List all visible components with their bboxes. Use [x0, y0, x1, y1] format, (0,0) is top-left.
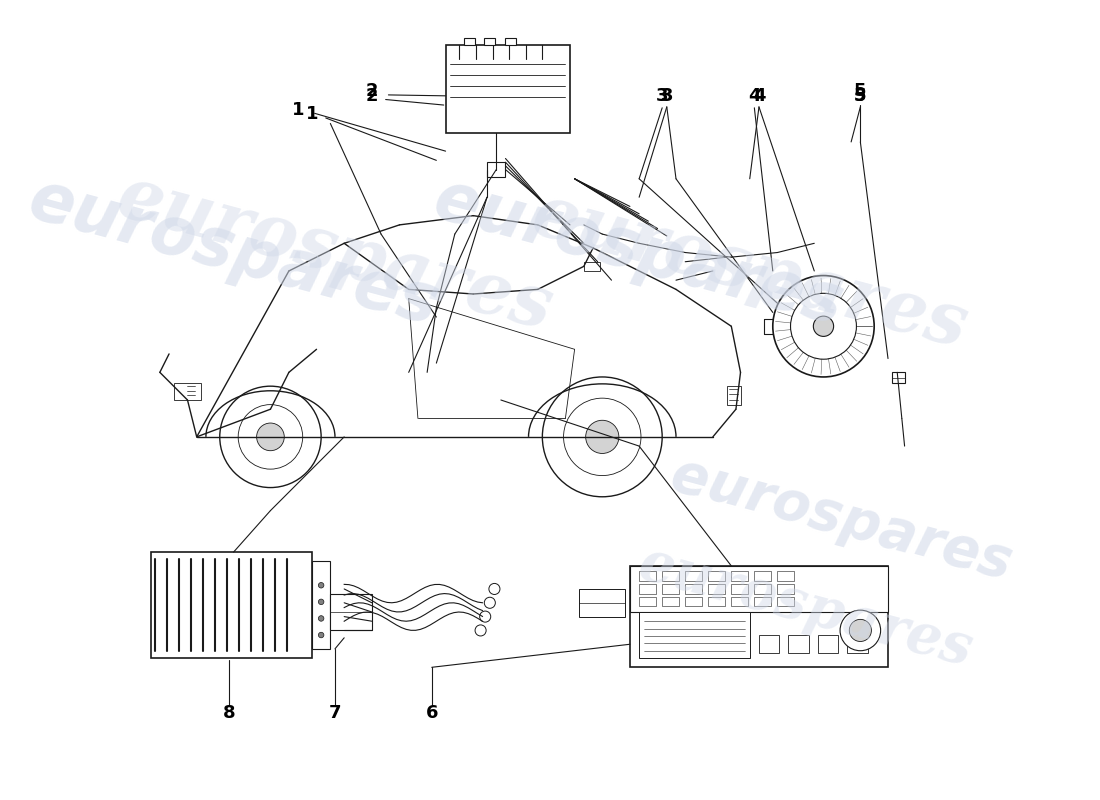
FancyBboxPatch shape: [732, 584, 748, 594]
FancyBboxPatch shape: [151, 552, 312, 658]
FancyBboxPatch shape: [708, 598, 725, 606]
FancyBboxPatch shape: [639, 571, 656, 581]
Circle shape: [318, 632, 323, 638]
FancyBboxPatch shape: [312, 562, 330, 649]
FancyBboxPatch shape: [639, 612, 750, 658]
Bar: [505, 38, 516, 45]
FancyBboxPatch shape: [662, 598, 679, 606]
FancyBboxPatch shape: [584, 262, 601, 271]
Circle shape: [585, 420, 619, 454]
FancyBboxPatch shape: [685, 598, 702, 606]
FancyBboxPatch shape: [708, 584, 725, 594]
Circle shape: [318, 616, 323, 622]
FancyBboxPatch shape: [662, 584, 679, 594]
Text: 3: 3: [660, 87, 673, 105]
Text: 2: 2: [365, 82, 378, 100]
Text: 5: 5: [854, 82, 867, 100]
Text: 7: 7: [329, 704, 341, 722]
Circle shape: [475, 625, 486, 636]
Circle shape: [791, 294, 857, 359]
Circle shape: [256, 423, 284, 450]
FancyBboxPatch shape: [630, 566, 888, 667]
Bar: [464, 38, 475, 45]
FancyBboxPatch shape: [446, 45, 570, 133]
FancyBboxPatch shape: [732, 571, 748, 581]
Text: 5: 5: [854, 87, 867, 105]
FancyBboxPatch shape: [778, 598, 794, 606]
FancyBboxPatch shape: [662, 571, 679, 581]
Circle shape: [849, 619, 871, 642]
Text: 4: 4: [748, 87, 760, 105]
FancyBboxPatch shape: [708, 571, 725, 581]
Text: 1: 1: [292, 101, 305, 118]
Text: 5: 5: [854, 87, 867, 105]
Circle shape: [563, 398, 641, 475]
Text: eurospares: eurospares: [666, 448, 1019, 591]
FancyBboxPatch shape: [630, 566, 888, 611]
FancyBboxPatch shape: [639, 584, 656, 594]
Circle shape: [239, 405, 302, 469]
FancyBboxPatch shape: [778, 584, 794, 594]
FancyBboxPatch shape: [685, 571, 702, 581]
FancyBboxPatch shape: [487, 162, 506, 177]
Text: 6: 6: [426, 704, 438, 722]
Circle shape: [840, 610, 881, 650]
FancyBboxPatch shape: [580, 589, 625, 617]
FancyBboxPatch shape: [755, 571, 771, 581]
Text: eurospares: eurospares: [632, 536, 978, 678]
FancyBboxPatch shape: [639, 598, 656, 606]
Circle shape: [813, 316, 834, 337]
Text: 4: 4: [752, 87, 766, 105]
Circle shape: [488, 583, 501, 594]
Circle shape: [484, 598, 495, 608]
Text: eurospares: eurospares: [22, 166, 446, 339]
FancyBboxPatch shape: [892, 372, 904, 383]
Text: 3: 3: [656, 87, 669, 105]
FancyBboxPatch shape: [732, 598, 748, 606]
FancyBboxPatch shape: [685, 584, 702, 594]
FancyBboxPatch shape: [847, 635, 868, 654]
FancyBboxPatch shape: [330, 594, 372, 630]
FancyBboxPatch shape: [789, 635, 808, 654]
Text: 8: 8: [222, 704, 235, 722]
FancyBboxPatch shape: [759, 635, 779, 654]
Circle shape: [220, 386, 321, 487]
FancyBboxPatch shape: [755, 598, 771, 606]
FancyBboxPatch shape: [174, 383, 201, 400]
FancyBboxPatch shape: [727, 386, 740, 405]
Text: eurospares: eurospares: [525, 178, 975, 363]
Circle shape: [318, 582, 323, 588]
Circle shape: [318, 599, 323, 605]
Text: 1: 1: [306, 106, 318, 123]
Circle shape: [480, 611, 491, 622]
FancyBboxPatch shape: [755, 584, 771, 594]
FancyBboxPatch shape: [778, 571, 794, 581]
Text: eurospares: eurospares: [110, 160, 560, 345]
Bar: [484, 38, 495, 45]
Circle shape: [542, 377, 662, 497]
FancyBboxPatch shape: [818, 635, 838, 654]
Text: eurospares: eurospares: [427, 166, 851, 339]
Circle shape: [773, 275, 874, 377]
Text: 2: 2: [365, 87, 378, 105]
